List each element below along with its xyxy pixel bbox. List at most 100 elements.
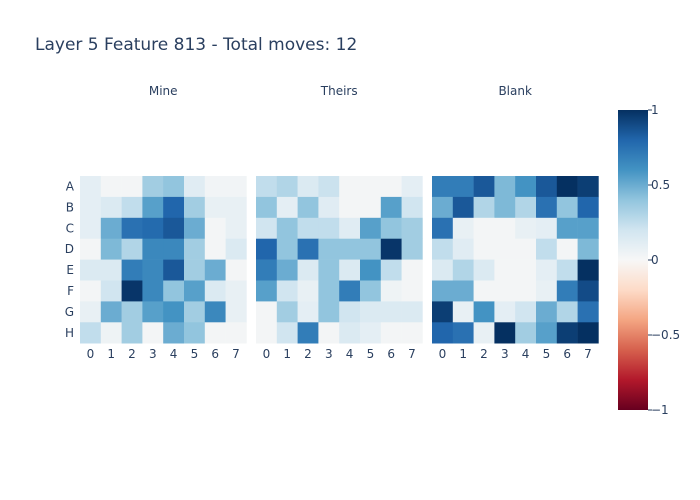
- heatmap-cell: [432, 176, 454, 198]
- y-tick-label: A: [66, 179, 75, 193]
- heatmap-cell: [80, 217, 102, 239]
- heatmap-cell: [142, 238, 164, 260]
- heatmap-cell: [432, 196, 454, 219]
- heatmap-cell: [401, 301, 423, 323]
- heatmap-cell: [297, 301, 319, 323]
- heatmap-cell: [142, 259, 164, 281]
- heatmap-cell: [184, 301, 206, 323]
- x-tick-label: 3: [501, 347, 509, 361]
- heatmap-cell: [256, 176, 278, 198]
- heatmap-cell: [276, 217, 298, 239]
- x-tick-label: 5: [543, 347, 551, 361]
- heatmap-cell: [577, 259, 599, 281]
- heatmap-cell: [121, 238, 143, 260]
- heatmap-cell: [360, 196, 382, 219]
- heatmap-cell: [297, 196, 319, 219]
- heatmap-cell: [515, 238, 537, 260]
- heatmap-cell: [204, 259, 226, 281]
- heatmap-cell: [204, 217, 226, 239]
- heatmap-cell: [318, 301, 340, 323]
- heatmap-cell: [184, 176, 206, 198]
- x-tick-label: 0: [87, 347, 95, 361]
- heatmap-cell: [225, 322, 247, 344]
- x-tick-label: 4: [522, 347, 530, 361]
- heatmap-cell: [380, 301, 402, 323]
- heatmap-cell: [184, 238, 206, 260]
- heatmap-cell: [452, 196, 474, 219]
- y-tick-label: H: [65, 326, 74, 340]
- heatmap-cell: [515, 301, 537, 323]
- y-tick-label: F: [67, 284, 74, 298]
- heatmap-cell: [80, 280, 102, 302]
- heatmap-cell: [577, 322, 599, 344]
- heatmap-cell: [473, 176, 495, 198]
- heatmap-cell: [577, 238, 599, 260]
- x-tick-label: 1: [107, 347, 115, 361]
- heatmap-cell: [536, 238, 558, 260]
- heatmap-cell: [339, 322, 361, 344]
- heatmap-cell: [142, 280, 164, 302]
- x-tick-label: 4: [170, 347, 178, 361]
- heatmap-cell: [225, 280, 247, 302]
- heatmap-cell: [452, 238, 474, 260]
- heatmap-cell: [163, 217, 185, 239]
- heatmap-cell: [318, 217, 340, 239]
- colorbar-tick-label: 0: [651, 253, 659, 267]
- heatmap-cell: [184, 280, 206, 302]
- heatmap-cell: [142, 217, 164, 239]
- heatmap-cell: [184, 196, 206, 219]
- heatmap-cell: [536, 280, 558, 302]
- heatmap-cell: [80, 301, 102, 323]
- heatmap-cell: [401, 280, 423, 302]
- colorbar-tick-label: 1: [651, 103, 659, 117]
- heatmap-cell: [297, 322, 319, 344]
- heatmap-cell: [401, 238, 423, 260]
- colorbar-bar: [618, 110, 648, 410]
- x-tick-label: 4: [346, 347, 354, 361]
- heatmap-cell: [380, 217, 402, 239]
- heatmap-cell: [100, 196, 122, 219]
- heatmap-cell: [536, 196, 558, 219]
- heatmap-cell: [401, 196, 423, 219]
- heatmap-cell: [577, 301, 599, 323]
- heatmap-cell: [339, 217, 361, 239]
- heatmap-cell: [473, 280, 495, 302]
- x-tick-label: 7: [232, 347, 240, 361]
- heatmap-cell: [473, 301, 495, 323]
- heatmap-cell: [276, 238, 298, 260]
- heatmap-cell: [297, 176, 319, 198]
- heatmap-cell: [401, 217, 423, 239]
- heatmap-cell: [536, 301, 558, 323]
- heatmap-cell: [494, 196, 516, 219]
- x-tick-label: 7: [408, 347, 416, 361]
- panel-mine: Mine 0 1 2 3 4 5 6 7: [80, 84, 247, 361]
- heatmap-cell: [256, 280, 278, 302]
- y-tick-label: B: [66, 200, 74, 214]
- heatmap-cell: [494, 259, 516, 281]
- heatmap-cell: [256, 196, 278, 219]
- heatmap-cell: [100, 301, 122, 323]
- heatmap-cell: [80, 238, 102, 260]
- heatmap-cell: [318, 238, 340, 260]
- heatmap-cell: [473, 259, 495, 281]
- heatmap-cell: [556, 280, 578, 302]
- heatmap-cell: [163, 238, 185, 260]
- heatmap-cell: [556, 322, 578, 344]
- heatmap-cell: [163, 176, 185, 198]
- heatmap-cell: [121, 280, 143, 302]
- chart-title: Layer 5 Feature 813 - Total moves: 12: [35, 35, 357, 55]
- heatmap-cell: [256, 238, 278, 260]
- heatmap-cell: [401, 176, 423, 198]
- heatmap-cell: [121, 196, 143, 219]
- heatmap-cell: [360, 176, 382, 198]
- heatmap-cell: [204, 301, 226, 323]
- heatmap-cell: [121, 322, 143, 344]
- heatmap-cell: [80, 176, 102, 198]
- heatmap-cell: [318, 196, 340, 219]
- heatmap-cell: [121, 176, 143, 198]
- heatmap-cell: [339, 176, 361, 198]
- heatmap-cell: [142, 322, 164, 344]
- heatmap-cell: [100, 322, 122, 344]
- heatmap-cell: [142, 176, 164, 198]
